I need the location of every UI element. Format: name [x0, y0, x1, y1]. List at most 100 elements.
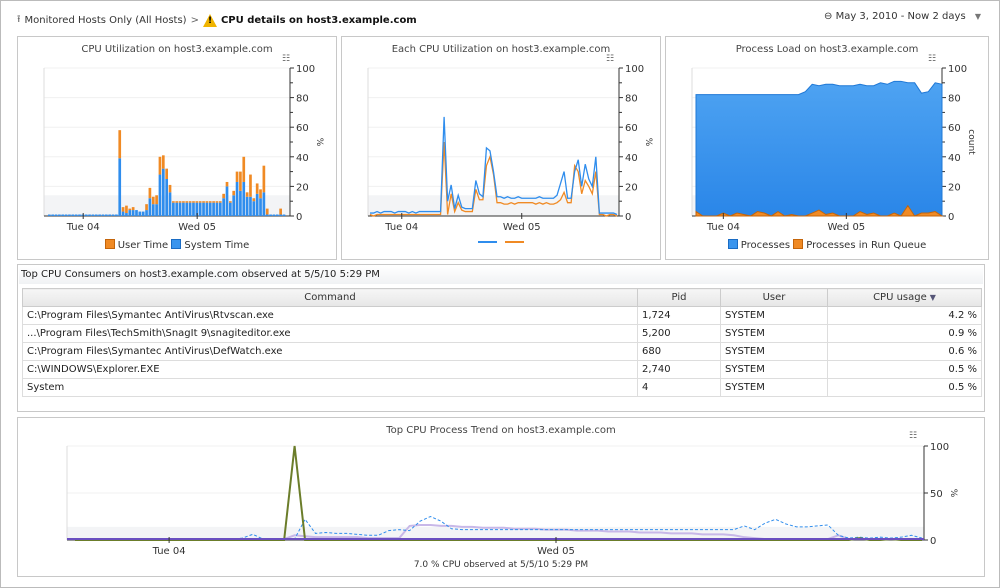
breadcrumb-parent-link[interactable]: Monitored Hosts Only (All Hosts) — [24, 15, 187, 26]
column-header-cpu-usage[interactable]: CPU usage ▼ — [827, 288, 982, 307]
bar-system-time — [158, 174, 162, 216]
chart-legend — [342, 237, 660, 248]
cpu-utilization-chart: 0 20 40 60 80 100% Tue 04 Wed 05 — [43, 64, 324, 233]
bar-system-time — [249, 196, 252, 216]
plot-band — [368, 195, 619, 216]
cpu-utilization-panel: CPU Utilization on host3.example.com ☷ 0… — [17, 36, 337, 260]
cell-pid: 5,200 — [637, 324, 721, 343]
bar-system-time — [84, 214, 88, 216]
cell-user: SYSTEM — [720, 342, 828, 361]
cell-user: SYSTEM — [720, 324, 828, 343]
bar-system-time — [175, 202, 179, 216]
bar-user-time — [148, 187, 152, 199]
cell-cpu-usage: 4.2 % — [827, 306, 982, 325]
bar-system-time — [272, 214, 276, 216]
y-tick-label: 20 — [296, 182, 309, 193]
legend-line-cpu2[interactable] — [504, 241, 524, 243]
cell-pid: 1,724 — [637, 306, 721, 325]
chevron-down-icon[interactable]: ▼ — [974, 12, 981, 21]
bar-user-time — [265, 208, 269, 215]
bar-system-time — [265, 214, 269, 216]
y-tick-label: 100 — [948, 64, 967, 75]
column-header-user[interactable]: User — [720, 288, 828, 307]
chart-menu-icon[interactable]: ☷ — [928, 54, 936, 64]
y-tick-label: 20 — [948, 182, 961, 193]
bar-system-time — [225, 186, 229, 216]
up-arrow-icon[interactable]: ⭱ — [17, 14, 21, 25]
y-tick-label: 40 — [625, 153, 638, 164]
bar-system-time — [94, 214, 98, 216]
chart-title: Each CPU Utilization on host3.example.co… — [391, 44, 611, 55]
clock-icon: ⊖ — [823, 11, 833, 22]
bar-user-time — [259, 189, 262, 199]
bar-system-time — [205, 202, 209, 216]
bar-user-time — [212, 201, 215, 203]
bar-system-time — [151, 204, 155, 216]
bar-system-time — [279, 214, 282, 216]
bar-system-time — [215, 202, 219, 216]
table-row[interactable]: C:\Program Files\Symantec AntiVirus\Rtvs… — [22, 306, 982, 325]
y-axis-label: % — [643, 138, 653, 147]
cell-user: SYSTEM — [720, 306, 828, 325]
legend-swatch-run-queue — [793, 239, 804, 249]
bar-system-time — [245, 196, 249, 216]
legend-label[interactable]: System Time — [184, 240, 250, 251]
y-axis-label: count — [966, 129, 976, 155]
table-row[interactable]: ...\Program Files\TechSmith\SnagIt 9\sna… — [22, 324, 982, 343]
y-tick-label: 0 — [948, 212, 954, 223]
column-header-command[interactable]: Command — [22, 288, 638, 307]
bar-system-time — [64, 214, 68, 216]
chart-menu-icon[interactable]: ☷ — [909, 431, 917, 441]
bar-system-time — [192, 202, 195, 216]
bar-system-time — [91, 214, 95, 216]
cell-pid: 680 — [637, 342, 721, 361]
bar-system-time — [141, 211, 145, 216]
x-tick-label: Wed 05 — [827, 222, 865, 233]
bar-user-time — [195, 201, 199, 203]
bar-user-time — [252, 198, 256, 202]
bar-system-time — [155, 204, 158, 216]
y-tick-label: 100 — [625, 64, 644, 75]
bar-system-time — [222, 198, 225, 216]
column-header-label: CPU usage — [873, 292, 927, 303]
legend-line-cpu1[interactable] — [478, 241, 498, 243]
chart-menu-icon[interactable]: ☷ — [282, 54, 290, 64]
bar-system-time — [188, 202, 192, 216]
bar-user-time — [175, 201, 179, 203]
bar-system-time — [145, 210, 148, 216]
time-range-selector[interactable]: ⊖ May 3, 2010 - Now 2 days ▼ — [824, 11, 981, 22]
bar-system-time — [198, 202, 202, 216]
bar-user-time — [145, 204, 148, 211]
breadcrumb: ⭱ Monitored Hosts Only (All Hosts) > CPU… — [17, 12, 417, 29]
time-range-label: May 3, 2010 - Now 2 days — [835, 11, 966, 22]
bar-user-time — [131, 207, 135, 211]
bar-user-time — [188, 201, 192, 203]
legend-label[interactable]: Processes in Run Queue — [806, 240, 927, 251]
x-tick-label: Tue 04 — [66, 222, 100, 233]
bar-system-time — [78, 214, 81, 216]
table-row[interactable]: C:\Program Files\Symantec AntiVirus\DefW… — [22, 342, 982, 361]
x-tick-label: Wed 05 — [537, 546, 575, 557]
bar-system-time — [115, 214, 118, 216]
y-tick-label: 100 — [930, 442, 949, 453]
bar-user-time — [168, 184, 172, 193]
table-row[interactable]: System 4 SYSTEM 0.5 % — [22, 378, 982, 397]
process-load-panel: Process Load on host3.example.com ☷ 0 20 4… — [665, 36, 989, 260]
process-load-chart: 0 20 40 60 80 100 count Tue 04 Wed 05 — [691, 64, 976, 233]
bar-system-time — [202, 202, 205, 216]
bar-user-time — [279, 208, 282, 215]
bar-system-time — [51, 214, 55, 216]
area-run-queue — [695, 204, 944, 217]
bar-system-time — [239, 190, 242, 216]
y-tick-label: 80 — [948, 94, 961, 105]
y-tick-label: 80 — [296, 94, 309, 105]
top-cpu-trend-panel: Top CPU Process Trend on host3.example.c… — [17, 417, 985, 577]
bar-user-time — [205, 201, 209, 203]
y-axis-label: % — [314, 138, 324, 147]
column-header-pid[interactable]: Pid — [637, 288, 721, 307]
chart-menu-icon[interactable]: ☷ — [606, 54, 614, 64]
table-row[interactable]: C:\WINDOWS\Explorer.EXE 2,740 SYSTEM 0.5 % — [22, 360, 982, 379]
cell-pid: 2,740 — [637, 360, 721, 379]
legend-label[interactable]: Processes — [740, 240, 791, 251]
legend-label[interactable]: User Time — [117, 240, 169, 251]
